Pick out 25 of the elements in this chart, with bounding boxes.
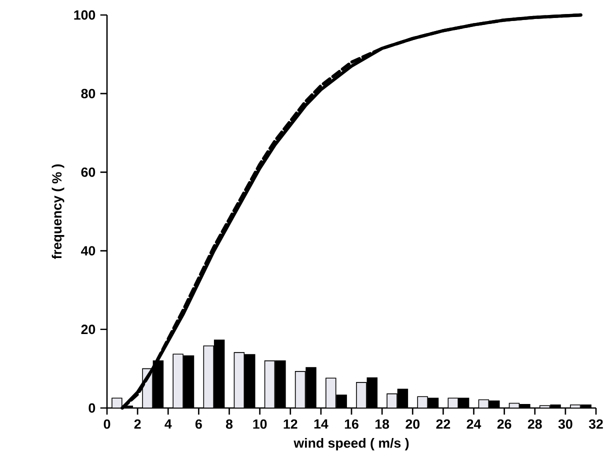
x-tick-label: 24: [466, 419, 482, 429]
y-axis-title: frequency ( % ): [52, 164, 64, 260]
y-tick-label: 80: [81, 88, 96, 98]
x-tick-label: 10: [253, 419, 267, 429]
x-tick-label: 8: [226, 419, 233, 429]
y-tick-label: 100: [74, 10, 96, 20]
x-tick-label: 2: [134, 419, 141, 429]
x-tick-label: 6: [195, 419, 202, 429]
y-tick-label: 60: [81, 167, 96, 177]
x-tick-label: 26: [497, 419, 512, 429]
x-tick-label: 30: [558, 419, 572, 429]
x-axis-title: wind speed ( m/s ): [294, 438, 409, 450]
x-tick-label: 0: [104, 419, 110, 429]
x-tick-label: 28: [528, 419, 542, 429]
y-tick-label: 40: [81, 246, 96, 256]
x-tick-label: 16: [344, 419, 358, 429]
x-tick-label: 22: [436, 419, 450, 429]
x-tick-label: 14: [314, 419, 328, 429]
x-tick-label: 32: [588, 419, 603, 429]
x-tick-label: 20: [406, 419, 420, 429]
x-tick-label: 4: [164, 419, 172, 429]
x-tick-label: 12: [284, 419, 298, 429]
y-tick-label: 20: [81, 324, 96, 334]
y-tick-label: 0: [88, 403, 96, 413]
x-tick-label: 18: [375, 419, 390, 429]
